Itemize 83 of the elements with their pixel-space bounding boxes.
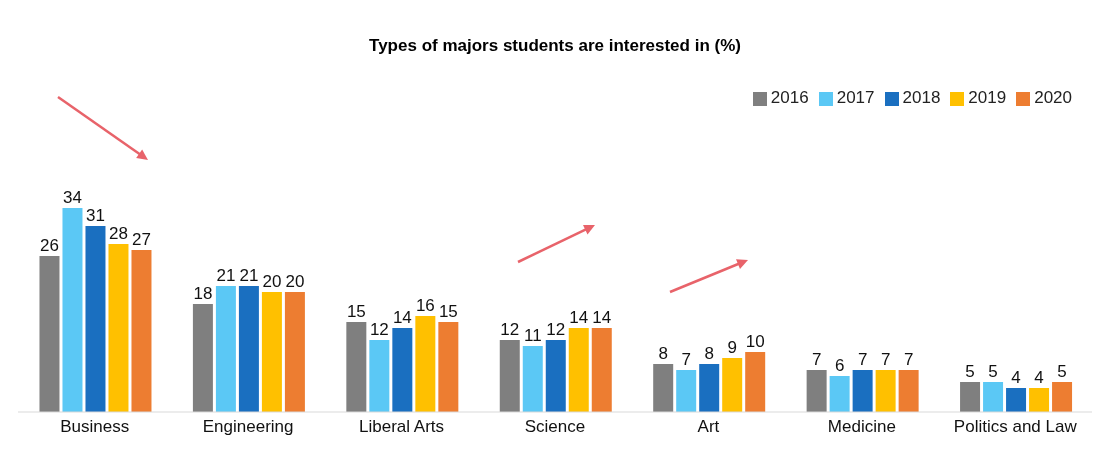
x-tick-label: Business <box>60 417 130 437</box>
bar <box>591 328 612 412</box>
data-label: 21 <box>239 266 259 285</box>
bar <box>192 304 213 412</box>
bar <box>653 364 674 412</box>
data-label: 4 <box>1034 368 1044 387</box>
data-label: 34 <box>63 188 82 207</box>
bar <box>108 244 129 412</box>
x-tick-label: Liberal Arts <box>359 417 445 437</box>
bar <box>346 322 367 412</box>
bar <box>568 328 589 412</box>
bar <box>284 292 305 412</box>
data-label: 10 <box>745 332 765 351</box>
data-label: 20 <box>262 272 282 291</box>
x-tick-label: Art <box>697 417 720 437</box>
bar <box>369 340 390 412</box>
legend-label: 2020 <box>1034 88 1072 107</box>
bar <box>1052 382 1073 412</box>
data-label: 12 <box>369 320 389 339</box>
bar <box>392 328 413 412</box>
x-tick-label: Engineering <box>202 417 294 437</box>
bar <box>829 376 850 412</box>
data-label: 14 <box>592 308 612 327</box>
data-label: 5 <box>988 362 998 381</box>
data-label: 14 <box>392 308 412 327</box>
data-label: 7 <box>811 350 822 369</box>
bar <box>438 322 459 412</box>
bar <box>499 340 520 412</box>
data-label: 4 <box>1011 368 1021 387</box>
x-tick-label: Science <box>524 417 586 437</box>
data-label: 6 <box>834 356 845 375</box>
x-tick-label: Medicine <box>827 417 896 437</box>
bar <box>238 286 259 412</box>
chart-title: Types of majors students are interested in (%) <box>368 36 742 56</box>
data-label: 28 <box>109 224 128 243</box>
bar <box>806 370 827 412</box>
data-label: 15 <box>438 302 458 321</box>
bar <box>676 370 697 412</box>
bar <box>722 358 743 412</box>
bar <box>699 364 720 412</box>
data-label: 7 <box>681 350 691 369</box>
bar <box>85 226 106 412</box>
data-label: 9 <box>727 338 737 357</box>
data-label: 14 <box>569 308 589 327</box>
bar <box>62 208 83 412</box>
bar <box>852 370 873 412</box>
bar <box>898 370 919 412</box>
bar <box>1006 388 1027 412</box>
data-label: 11 <box>523 326 542 345</box>
data-label: 26 <box>40 236 59 255</box>
legend-label: 2016 <box>770 88 809 107</box>
bar <box>960 382 981 412</box>
data-label: 12 <box>546 320 566 339</box>
bar <box>215 286 236 412</box>
data-label: 27 <box>132 230 151 249</box>
data-label: 12 <box>500 320 520 339</box>
data-label: 7 <box>857 350 868 369</box>
data-label: 5 <box>1057 362 1067 381</box>
bar <box>39 256 60 412</box>
data-label: 15 <box>346 302 366 321</box>
x-tick-label: Politics and Law <box>953 417 1078 437</box>
data-label: 8 <box>658 344 668 363</box>
data-label: 16 <box>415 296 435 315</box>
bar <box>1029 388 1050 412</box>
data-label: 20 <box>285 272 305 291</box>
bar <box>875 370 896 412</box>
bar <box>522 346 543 412</box>
data-label: 31 <box>86 206 105 225</box>
bar <box>131 250 152 412</box>
bar <box>983 382 1004 412</box>
data-label: 18 <box>193 284 213 303</box>
bar <box>745 352 766 412</box>
legend-label: 2018 <box>902 88 941 107</box>
bar <box>415 316 436 412</box>
data-label: 21 <box>216 266 236 285</box>
legend-label: 2017 <box>836 88 875 107</box>
legend-label: 2019 <box>968 88 1007 107</box>
data-label: 7 <box>880 350 891 369</box>
bar <box>261 292 282 412</box>
data-label: 7 <box>903 350 914 369</box>
data-label: 8 <box>704 344 714 363</box>
bar <box>545 340 566 412</box>
data-label: 5 <box>965 362 975 381</box>
